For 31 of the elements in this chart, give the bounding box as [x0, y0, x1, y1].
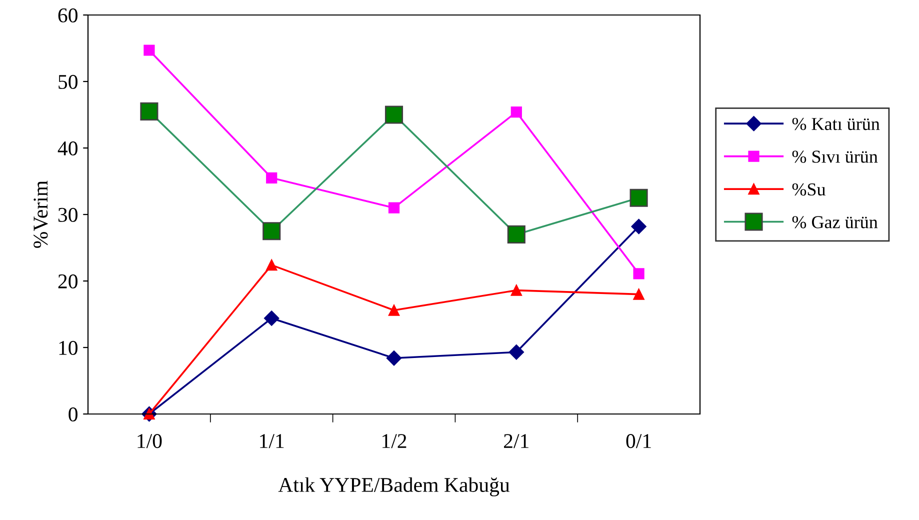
point [510, 284, 522, 296]
legend-label: % Katı ürün [792, 118, 880, 130]
x-tick-label: 2/1 [504, 434, 528, 448]
x-tick-label: 1/2 [382, 434, 406, 448]
y-tick-label: 20 [58, 274, 78, 288]
y-tick-label: 30 [58, 208, 78, 222]
x-axis-title: Atık YYPE/Badem Kabuğu [278, 477, 510, 496]
point [633, 268, 644, 280]
point [264, 310, 280, 326]
point [388, 304, 400, 316]
x-tick-label: 1/0 [138, 434, 162, 448]
legend-label: % Sıvı ürün [792, 150, 878, 163]
point [144, 44, 155, 56]
point [510, 106, 522, 118]
point [508, 344, 524, 360]
legend-label: %Su [792, 183, 826, 196]
y-tick-label: 10 [59, 340, 78, 355]
point [388, 202, 400, 214]
y-tick-label: 0 [68, 407, 78, 422]
x-tick-label: 0/1 [626, 434, 651, 448]
point [386, 350, 402, 366]
legend-label: % Gaz ürün [792, 216, 878, 228]
y-axis-title: %Verim [34, 180, 48, 248]
y-tick-label: 40 [58, 141, 78, 156]
x-tick-label: 1/1 [260, 434, 284, 448]
point [266, 259, 278, 271]
point [266, 172, 278, 184]
point [633, 288, 644, 300]
point [631, 218, 646, 234]
y-tick-label: 60 [58, 8, 78, 22]
y-tick-label: 50 [58, 74, 78, 89]
